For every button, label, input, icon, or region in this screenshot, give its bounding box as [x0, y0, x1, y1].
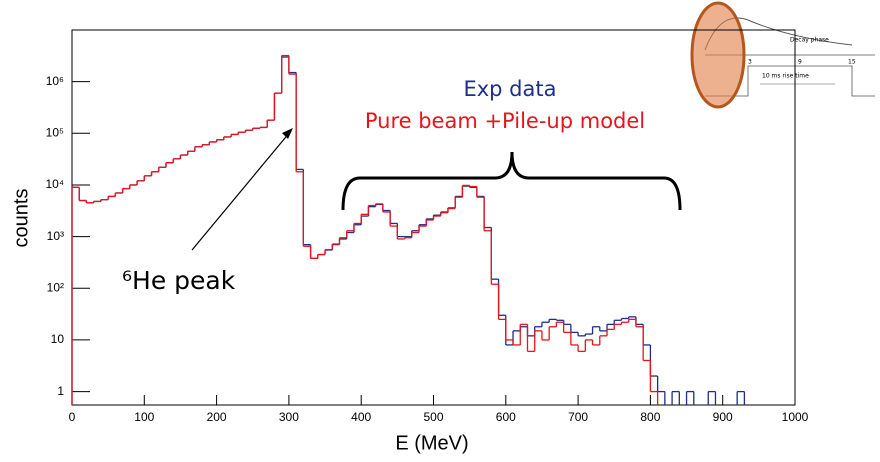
y-tick-label: 10⁶: [46, 74, 64, 88]
step-riser: [71, 55, 659, 405]
x-tick-label: 700: [568, 410, 588, 424]
annotation-arrow: [191, 131, 291, 251]
y-tick-label: 1: [57, 384, 64, 398]
y-tick-label: 10²: [47, 280, 64, 294]
x-tick-label: 200: [207, 410, 227, 424]
inset-highlight: [690, 1, 746, 109]
x-tick-label: 600: [496, 410, 516, 424]
x-tick-label: 300: [279, 410, 299, 424]
annotation: ⁶He peak: [122, 266, 236, 295]
y-tick-label: 10⁴: [45, 177, 64, 191]
inset-tick: 3: [748, 59, 752, 66]
y-tick-label: 10: [51, 332, 65, 346]
x-axis-label: E (MeV): [395, 432, 468, 454]
x-tick-label: 500: [423, 410, 443, 424]
y-axis-label: counts: [10, 189, 32, 248]
x-tick-label: 800: [640, 410, 660, 424]
inset-pulse: [705, 65, 875, 97]
annotation-arrowhead: [282, 128, 293, 139]
inset-label: Decay phase: [790, 37, 829, 44]
x-tick-label: 0: [69, 410, 76, 424]
legend-entry: Exp data: [463, 77, 556, 101]
x-tick-label: 400: [351, 410, 371, 424]
x-tick-label: 100: [134, 410, 154, 424]
y-tick-label: 10⁵: [46, 125, 64, 139]
y-tick-label: 10³: [47, 229, 64, 243]
inset-tick: 9: [798, 59, 802, 66]
inset-label: 10 ms rise time: [762, 73, 809, 80]
x-tick-label: 900: [713, 410, 733, 424]
x-tick-label: 1000: [782, 410, 809, 424]
brace: [341, 151, 682, 211]
inset: Decay phase 10 ms rise time 3 9 15: [690, 1, 878, 109]
inset-tick: 15: [848, 59, 856, 66]
legend-entry: Pure beam +Pile-up model: [365, 109, 645, 133]
